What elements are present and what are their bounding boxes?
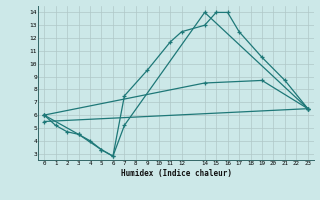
- X-axis label: Humidex (Indice chaleur): Humidex (Indice chaleur): [121, 169, 231, 178]
